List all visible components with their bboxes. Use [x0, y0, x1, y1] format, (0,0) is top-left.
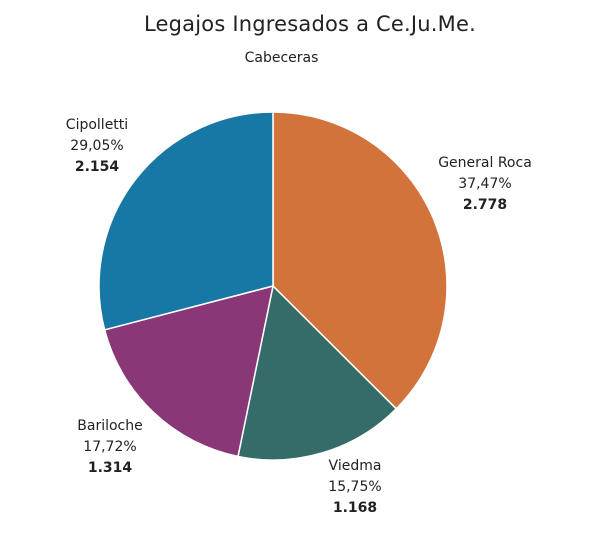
slice-percent-cipolletti: 29,05%: [70, 138, 124, 154]
pie-slice-cipolletti[interactable]: [98, 111, 274, 331]
slice-label-bariloche: Bariloche 17,72% 1.314: [65, 416, 155, 479]
pie-slice-viedma[interactable]: [237, 284, 398, 461]
slice-label-cipolletti: Cipolletti 29,05% 2.154: [52, 115, 142, 178]
pie-slice-general-roca[interactable]: [272, 111, 448, 410]
slice-value-general-roca: 2.778: [462, 197, 508, 213]
slice-label-viedma: Viedma 15,75% 1.168: [315, 456, 395, 519]
slice-value-viedma: 1.168: [332, 500, 378, 516]
slice-name-cipolletti: Cipolletti: [65, 117, 129, 133]
slice-value-cipolletti: 2.154: [74, 159, 120, 175]
slice-label-general-roca: General Roca 37,47% 2.778: [430, 153, 540, 216]
slice-percent-bariloche: 17,72%: [83, 439, 137, 455]
slice-percent-general-roca: 37,47%: [458, 176, 512, 192]
slice-percent-viedma: 15,75%: [328, 479, 382, 495]
slice-name-viedma: Viedma: [328, 458, 382, 474]
chart-title: Legajos Ingresados a Ce.Ju.Me.: [144, 12, 476, 36]
slice-value-bariloche: 1.314: [87, 460, 133, 476]
chart-subtitle: Cabeceras: [244, 50, 319, 66]
pie-slice-bariloche[interactable]: [103, 284, 274, 458]
slice-name-general-roca: General Roca: [438, 155, 532, 171]
slice-name-bariloche: Bariloche: [77, 418, 143, 434]
